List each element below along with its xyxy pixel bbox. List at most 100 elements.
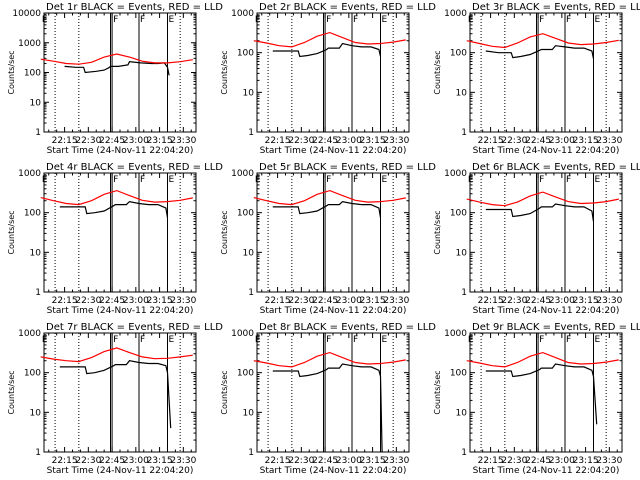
x-tick-label: 22:30 <box>288 296 314 306</box>
y-tick-label: 1000 <box>444 169 467 179</box>
x-tick-label: 22:30 <box>501 136 527 146</box>
x-tick-label: 23:30 <box>383 296 409 306</box>
x-tick-label: 23:15 <box>573 296 599 306</box>
plot-frame <box>43 332 197 453</box>
panel-1: Det 1r BLACK = Events, RED = LLD 1 10 100 10… <box>7 2 223 156</box>
panel-title: Det 3r BLACK = Events, RED = LLD <box>472 2 640 13</box>
lld-series-line <box>466 351 619 368</box>
y-tick-label: 1000 <box>231 329 254 339</box>
x-tick-label: 22:15 <box>265 136 291 146</box>
panel-4: Det 4r BLACK = Events, RED = LLD 1 10 100 10… <box>7 162 223 316</box>
y-tick-label: 100 <box>237 369 254 379</box>
events-series-line <box>485 203 595 222</box>
y-tick-label: 1 <box>248 448 254 458</box>
x-tick-label: 22:30 <box>288 136 314 146</box>
x-tick-label: 22:30 <box>75 296 101 306</box>
y-tick-label: 100 <box>24 69 41 79</box>
marker-letter: F <box>326 335 331 345</box>
y-tick-label: 10 <box>30 98 42 108</box>
x-tick-label: 23:15 <box>147 136 173 146</box>
y-tick-label: 100 <box>237 49 254 59</box>
y-axis-label: Counts/sec <box>7 370 16 414</box>
marker-letter: F <box>566 335 571 345</box>
events-series-line <box>272 42 382 58</box>
lld-series-line <box>253 31 406 48</box>
marker-letter: E <box>382 15 388 25</box>
plot-frame <box>43 172 197 293</box>
x-tick-label: 23:30 <box>596 456 622 466</box>
x-tick-label: 22:15 <box>52 296 78 306</box>
x-tick-label: 23:30 <box>383 136 409 146</box>
x-axis-label: Start Time (24-Nov-11 22:04:20) <box>260 146 407 156</box>
marker-letter: E <box>255 15 261 25</box>
marker-letter: E <box>382 175 388 185</box>
marker-letter: E <box>468 335 474 345</box>
x-tick-label: 22:15 <box>478 296 504 306</box>
marker-letter: E <box>42 15 48 25</box>
y-tick-label: 1 <box>248 128 254 138</box>
y-tick-label: 100 <box>237 209 254 219</box>
x-tick-label: 22:30 <box>75 136 101 146</box>
x-tick-label: 22:45 <box>312 136 338 146</box>
marker-letter: E <box>595 15 601 25</box>
y-tick-label: 1000 <box>444 9 467 19</box>
marker-letter: E <box>42 175 48 185</box>
x-axis-label: Start Time (24-Nov-11 22:04:20) <box>260 466 407 476</box>
panel-title: Det 4r BLACK = Events, RED = LLD <box>46 162 223 173</box>
x-tick-label: 23:15 <box>360 296 386 306</box>
marker-letter: F <box>539 15 544 25</box>
y-axis-label: Counts/sec <box>7 50 16 94</box>
x-tick-label: 23:15 <box>147 296 173 306</box>
y-axis-label: Counts/sec <box>220 210 229 254</box>
marker-letter: E <box>255 175 261 185</box>
x-tick-label: 23:15 <box>360 456 386 466</box>
x-tick-label: 23:15 <box>360 136 386 146</box>
x-tick-label: 22:15 <box>265 296 291 306</box>
y-tick-label: 100 <box>450 49 467 59</box>
x-tick-label: 22:30 <box>501 456 527 466</box>
y-tick-label: 1000 <box>18 169 41 179</box>
y-axis-label: Counts/sec <box>7 210 16 254</box>
events-series-line <box>272 200 382 218</box>
y-tick-label: 10 <box>456 248 468 258</box>
x-tick-label: 23:15 <box>147 456 173 466</box>
panel-title: Det 2r BLACK = Events, RED = LLD <box>259 2 436 13</box>
marker-letter: F <box>140 175 145 185</box>
x-tick-label: 22:15 <box>478 456 504 466</box>
y-tick-label: 1000 <box>444 329 467 339</box>
plot-frame <box>256 12 410 133</box>
x-tick-label: 23:00 <box>549 296 575 306</box>
marker-letter: E <box>169 15 175 25</box>
marker-letter: F <box>353 335 358 345</box>
x-tick-label: 22:45 <box>99 136 125 146</box>
marker-letter: F <box>140 15 145 25</box>
y-tick-label: 10 <box>30 248 42 258</box>
x-tick-label: 22:30 <box>501 296 527 306</box>
x-tick-label: 23:30 <box>596 136 622 146</box>
marker-letter: F <box>566 175 571 185</box>
x-tick-label: 23:00 <box>549 456 575 466</box>
events-series-line <box>485 45 595 59</box>
x-tick-label: 22:45 <box>99 296 125 306</box>
marker-letter: F <box>113 175 118 185</box>
marker-letter: F <box>113 335 118 345</box>
y-tick-label: 10 <box>456 88 468 98</box>
plot-frame <box>256 172 410 293</box>
panel-2: Det 2r BLACK = Events, RED = LLD 1 10 100 10… <box>220 2 436 156</box>
y-tick-label: 100 <box>24 209 41 219</box>
lld-series-line <box>466 191 619 207</box>
y-axis-label: Counts/sec <box>220 370 229 414</box>
marker-letter: E <box>382 335 388 345</box>
marker-letter: F <box>353 15 358 25</box>
plot-frame <box>469 172 623 293</box>
y-tick-label: 10 <box>243 88 255 98</box>
x-axis-label: Start Time (24-Nov-11 22:04:20) <box>47 306 194 316</box>
y-tick-label: 1 <box>35 288 41 298</box>
marker-letter: F <box>140 335 145 345</box>
y-tick-label: 10 <box>243 248 255 258</box>
y-axis-label: Counts/sec <box>433 50 442 94</box>
y-tick-label: 1 <box>35 128 41 138</box>
plot-frame <box>469 12 623 133</box>
panel-title: Det 6r BLACK = Events, RED = LLD <box>472 162 640 173</box>
panel-6: Det 6r BLACK = Events, RED = LLD 1 10 100 10… <box>433 162 640 316</box>
